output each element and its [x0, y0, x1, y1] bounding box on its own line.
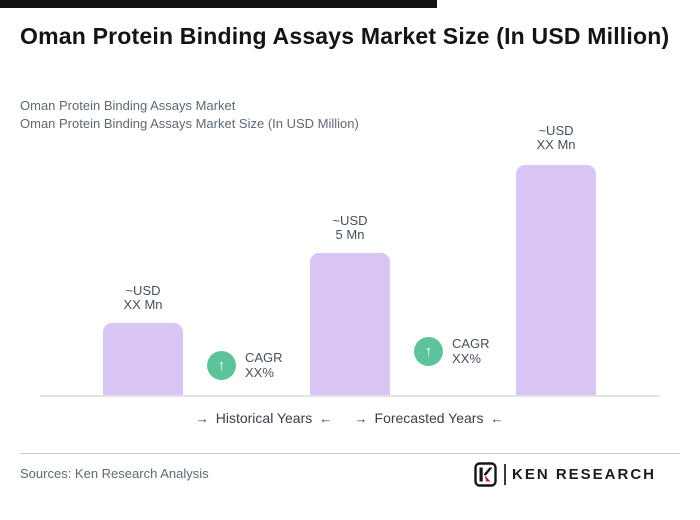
arrow-left-icon: ←	[319, 410, 333, 426]
arrow-right-icon: →	[354, 410, 368, 426]
cagr-label-line: CAGR	[452, 336, 490, 351]
bar-value-line: XX Mn	[536, 137, 576, 152]
arrow-left-icon: ←	[490, 410, 504, 426]
bar-historical	[103, 323, 183, 396]
sources-note: Sources: Ken Research Analysis	[20, 466, 209, 481]
axis-group-forecasted-years: → Forecasted Years ←	[355, 410, 504, 426]
bar-current	[310, 253, 390, 396]
arrow-up-circle-icon: ↑	[414, 337, 443, 366]
arrow-up-circle-icon: ↑	[207, 351, 236, 380]
chart-subtitle-line-1: Oman Protein Binding Assays Market	[20, 98, 236, 113]
axis-group-label-text: Historical Years	[215, 410, 313, 426]
bar-value-label-current: ~USD 5 Mn	[290, 214, 410, 242]
bar-value-line: ~USD	[332, 213, 368, 228]
bar-value-line: XX Mn	[123, 297, 163, 312]
cagr-badge-historical: ↑ CAGR XX%	[207, 350, 283, 380]
cagr-label: CAGR XX%	[452, 336, 490, 366]
axis-group-historical-years: → Historical Years ←	[196, 410, 333, 426]
top-accent-bar	[0, 0, 437, 8]
ken-research-k-shield-icon	[474, 461, 498, 488]
cagr-value-line: XX%	[452, 350, 481, 366]
bar-value-line: 5 Mn	[335, 227, 365, 242]
ken-research-logo: KEN RESEARCH	[474, 461, 656, 488]
bar-value-line: ~USD	[538, 123, 574, 138]
chart-subtitle-line-2: Oman Protein Binding Assays Market Size …	[20, 116, 359, 131]
logo-wordmark: KEN RESEARCH	[511, 466, 656, 483]
arrow-right-icon: →	[195, 410, 209, 426]
bar-value-line: ~USD	[125, 283, 161, 298]
cagr-label-line: CAGR	[245, 350, 283, 365]
axis-group-label-text: Forecasted Years	[374, 410, 484, 426]
footer-divider	[20, 453, 680, 454]
bar-value-label-forecast: ~USD XX Mn	[496, 124, 616, 152]
cagr-badge-forecast: ↑ CAGR XX%	[414, 336, 490, 366]
bar-value-label-historical: ~USD XX Mn	[83, 284, 203, 312]
cagr-label: CAGR XX%	[245, 350, 283, 380]
chart-subtitle: Oman Protein Binding Assays Market Oman …	[20, 97, 359, 133]
bar-forecast	[516, 165, 596, 396]
page-title: Oman Protein Binding Assays Market Size …	[20, 23, 670, 49]
x-axis-baseline	[40, 395, 660, 397]
logo-divider	[503, 464, 506, 485]
cagr-value-line: XX%	[245, 364, 274, 380]
